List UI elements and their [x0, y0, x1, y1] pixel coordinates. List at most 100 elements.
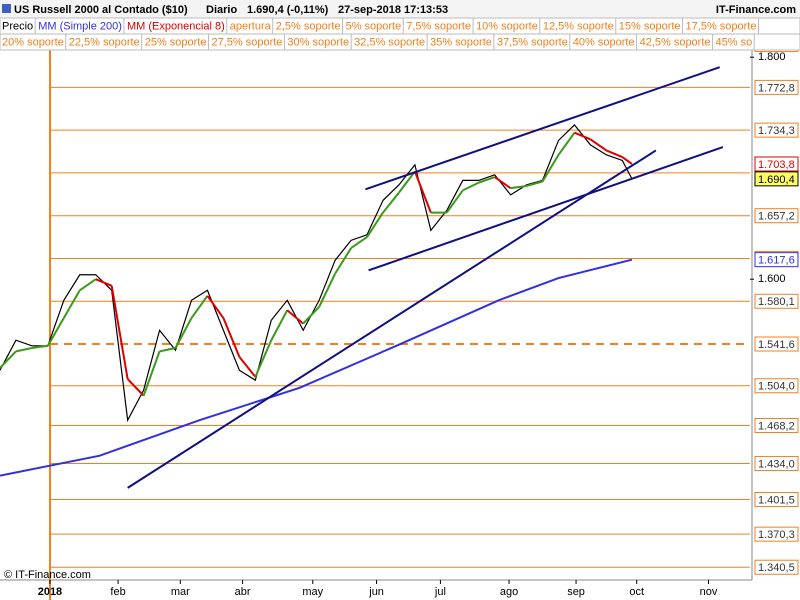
- y-tick-label: 1.800: [758, 51, 786, 63]
- ema-segment: [270, 309, 289, 341]
- ema-segment: [462, 181, 480, 192]
- ema-segment: [350, 236, 368, 249]
- series-line: [0, 258, 633, 477]
- legend-entry: 45% so: [716, 36, 753, 48]
- x-tick-label: jun: [368, 586, 384, 598]
- ema-segment: [110, 285, 129, 380]
- legend-entry: 42,5% soporte: [640, 36, 711, 48]
- ema-segment: [174, 317, 193, 349]
- header-bar: [0, 0, 800, 18]
- ema-segment: [62, 289, 81, 319]
- level-label-box: [754, 336, 799, 352]
- ema-segment: [605, 149, 623, 159]
- ema-segment: [413, 171, 432, 213]
- ema-segment: [318, 273, 337, 308]
- level-label: 1.468,2: [758, 420, 795, 432]
- ema-segment: [142, 351, 161, 397]
- price-marker-label: 1.703,8: [758, 159, 795, 171]
- ema-segment: [222, 317, 241, 358]
- icon: [2, 4, 11, 13]
- price-marker-box: [754, 171, 799, 187]
- legend-entry: 5% soporte: [346, 20, 402, 32]
- legend-entry: 35% soporte: [430, 36, 492, 48]
- legend-entry: 10% soporte: [476, 20, 538, 32]
- ema-segment: [31, 344, 49, 350]
- x-tick-label: 2018: [38, 586, 62, 598]
- ema-segment: [478, 176, 496, 184]
- legend-entry: 37,5% soporte: [497, 36, 568, 48]
- trend-line: [368, 146, 724, 272]
- level-label-box: [754, 455, 799, 471]
- level-label-box: [754, 79, 799, 95]
- level-label: 1.772,8: [758, 82, 795, 94]
- level-label: 1.541,6: [758, 339, 795, 351]
- source: IT-Finance.com: [716, 4, 796, 16]
- last-price: 1.690,4 (-0,11%): [247, 4, 329, 16]
- legend-entry: 7,5% soporte: [406, 20, 471, 32]
- x-tick-label: sep: [567, 586, 585, 598]
- ema-segment: [589, 138, 607, 152]
- level-label-box: [754, 378, 799, 394]
- timestamp: 27-sep-2018 17:13:53: [338, 4, 448, 16]
- ema-segment: [15, 347, 33, 353]
- ema-segment: [95, 278, 113, 287]
- ema-segment: [621, 156, 633, 165]
- trend-line: [365, 66, 721, 191]
- level-label: 1.434,0: [758, 458, 795, 470]
- level-label: 1.657,2: [758, 211, 795, 223]
- legend-entry: MM (Simple 200): [38, 20, 122, 32]
- y-tick-label: 1.600: [758, 273, 786, 285]
- x-tick-label: abr: [235, 586, 251, 598]
- price-marker-label: 1.617,6: [758, 255, 795, 267]
- ema-segment: [0, 350, 17, 369]
- level-label-box: [754, 293, 799, 309]
- ema-segment: [286, 309, 304, 325]
- level-label-box: [754, 208, 799, 224]
- legend-entry: 2,5% soporte: [276, 20, 341, 32]
- level-label-box: [754, 417, 799, 433]
- level-label: 1.370,3: [758, 529, 795, 541]
- price-marker-box: [754, 156, 799, 172]
- ema-segment: [206, 295, 225, 319]
- x-tick-label: oct: [629, 586, 644, 598]
- ema-segment: [366, 212, 384, 238]
- price-marker-box: [754, 252, 799, 268]
- chart-title: US Russell 2000 al Contado ($10): [14, 4, 188, 16]
- legend-entry: 22,5% soporte: [69, 36, 140, 48]
- level-label-box: [754, 122, 799, 138]
- legend-entry: MM (Exponencial 8): [127, 20, 225, 32]
- x-tick-label: nov: [700, 586, 718, 598]
- ema-segment: [47, 317, 65, 347]
- legend-bar: [0, 33, 800, 51]
- level-label: 1.401,5: [758, 494, 795, 506]
- ema-segment: [510, 184, 527, 190]
- x-tick-label: feb: [110, 586, 125, 598]
- ema-segment: [334, 247, 352, 275]
- level-label: 1.734,3: [758, 125, 795, 137]
- ema-segment: [445, 189, 464, 214]
- legend-entry: 30% soporte: [287, 36, 349, 48]
- level-label: 1.504,0: [758, 381, 795, 393]
- x-tick-label: ago: [500, 586, 518, 598]
- legend-entry: 27,5% soporte: [211, 36, 282, 48]
- period: Diario: [206, 4, 237, 16]
- ema-segment: [494, 176, 512, 189]
- legend-entry: 40% soporte: [573, 36, 635, 48]
- x-tick-label: mar: [171, 586, 190, 598]
- ema-segment: [159, 347, 176, 353]
- legend-entry: apertura: [230, 20, 272, 32]
- level-label-box: [754, 559, 799, 575]
- ema-segment: [238, 356, 257, 378]
- level-label: 1.340,5: [758, 562, 795, 574]
- series-line: [0, 124, 633, 423]
- price-marker-label: 1.690,4: [758, 174, 795, 186]
- ema-segment: [79, 278, 97, 292]
- level-label: 1.580,1: [758, 296, 795, 308]
- ema-segment: [574, 131, 591, 141]
- ema-segment: [254, 339, 273, 378]
- legend-entry: Precio: [2, 20, 33, 32]
- legend-entry: 32,5% soporte: [354, 36, 425, 48]
